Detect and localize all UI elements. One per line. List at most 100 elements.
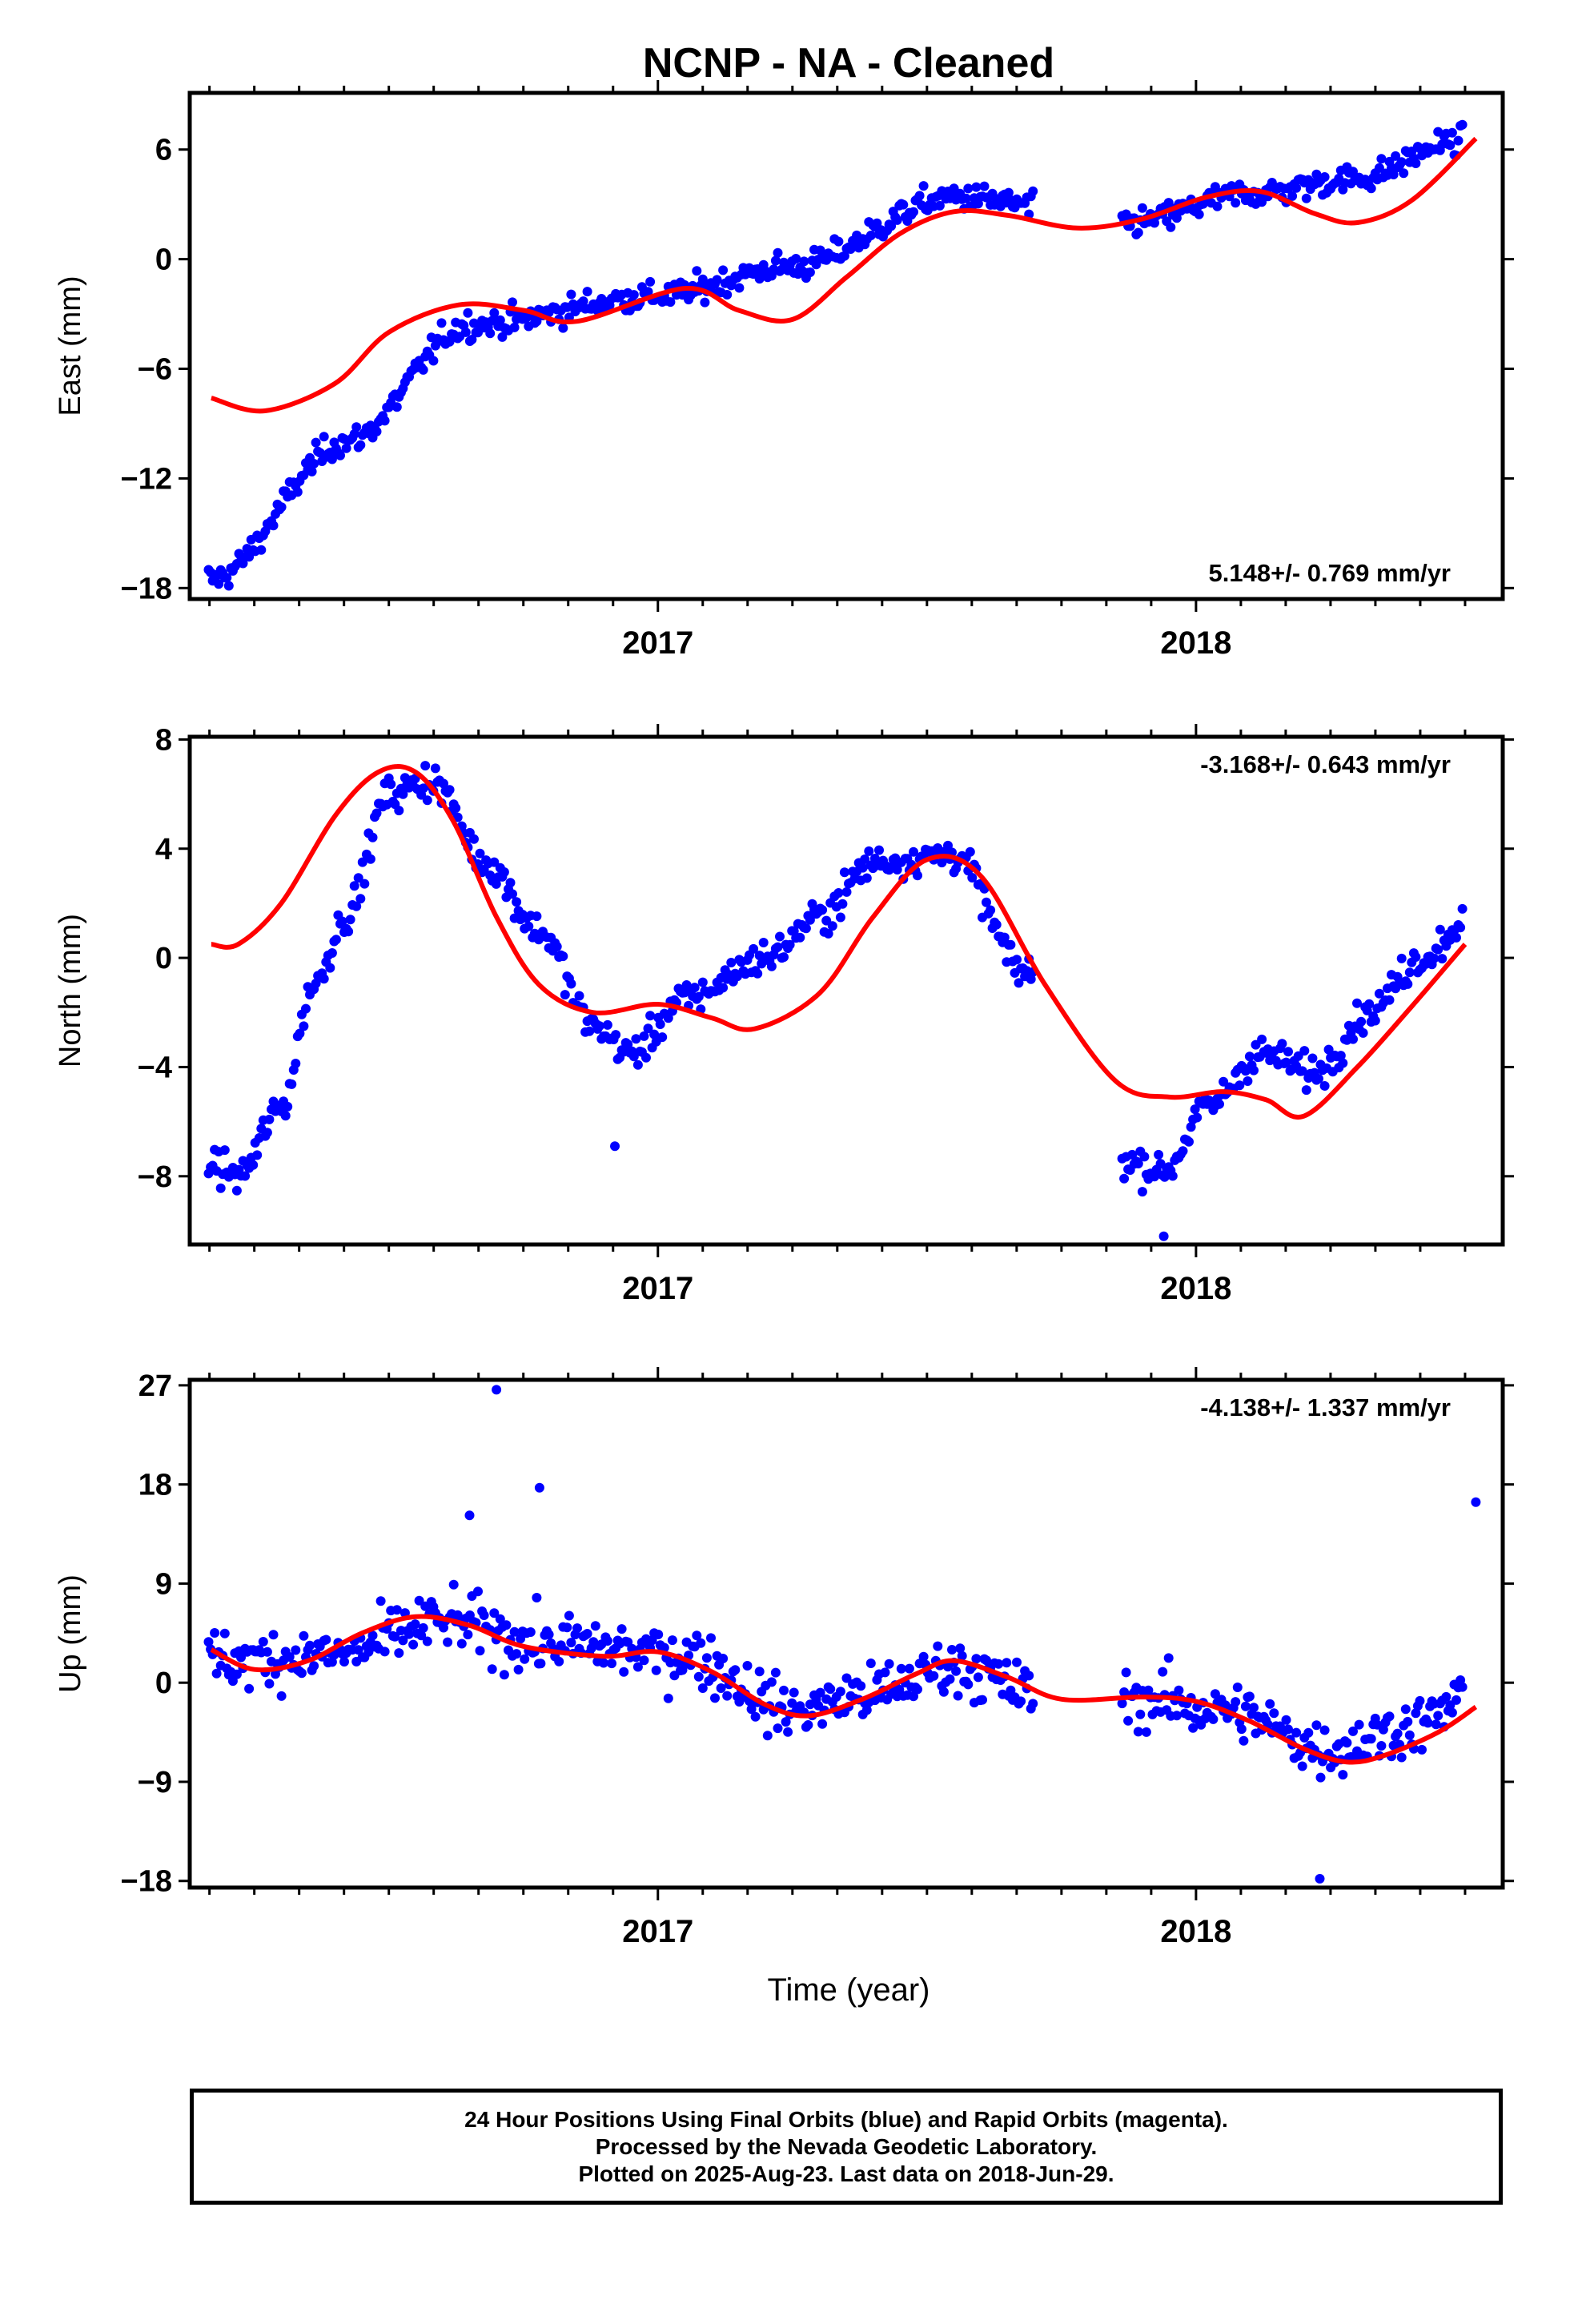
data-point: [544, 1630, 554, 1639]
data-point: [311, 437, 321, 448]
data-point: [837, 899, 848, 909]
data-point: [1236, 1724, 1247, 1735]
data-point: [345, 915, 355, 925]
data-point: [1166, 222, 1176, 232]
data-point: [499, 1670, 509, 1680]
data-point: [1441, 1691, 1452, 1702]
data-point: [1244, 1691, 1255, 1702]
data-point: [1348, 1726, 1358, 1736]
data-point: [371, 808, 382, 818]
caption-line: 24 Hour Positions Using Final Orbits (bl…: [464, 2106, 1228, 2132]
data-point: [276, 502, 287, 513]
data-point: [1208, 1714, 1219, 1724]
data-point: [795, 932, 805, 943]
data-point: [469, 834, 479, 844]
data-point: [718, 265, 729, 275]
data-point: [803, 1720, 813, 1730]
data-point: [1171, 213, 1182, 223]
data-point: [742, 1661, 753, 1671]
data-point: [475, 848, 485, 858]
data-point: [1012, 955, 1022, 965]
data-point: [722, 290, 733, 300]
data-point: [697, 977, 708, 987]
data-point: [501, 1620, 512, 1630]
data-point: [856, 1681, 866, 1691]
data-point: [1376, 1741, 1387, 1751]
data-point: [789, 1687, 799, 1698]
data-point: [994, 1659, 1004, 1669]
data-point: [781, 1717, 791, 1727]
data-point: [1265, 1699, 1275, 1709]
data-point: [292, 487, 303, 497]
data-point: [607, 1659, 616, 1669]
data-point: [1133, 227, 1143, 238]
data-point: [1352, 998, 1362, 1008]
data-point: [805, 915, 815, 925]
data-point: [430, 763, 440, 774]
data-point: [1240, 1701, 1251, 1711]
data-point: [1277, 1039, 1287, 1049]
data-point: [353, 1645, 363, 1655]
data-point: [398, 1635, 408, 1646]
data-point: [1431, 1719, 1441, 1730]
data-point: [999, 932, 1010, 943]
data-point: [909, 1691, 918, 1702]
data-point: [909, 207, 918, 217]
data-point: [934, 200, 945, 211]
data-point: [552, 942, 562, 951]
data-point: [1194, 209, 1204, 219]
data-point: [839, 867, 849, 878]
x-tick-label: 2017: [622, 625, 693, 661]
data-point: [1249, 1065, 1259, 1076]
data-point: [222, 573, 232, 583]
data-point: [532, 1593, 542, 1602]
data-point: [299, 1630, 309, 1641]
data-point: [754, 1667, 765, 1677]
data-point: [957, 1651, 967, 1661]
data-point: [770, 1667, 781, 1678]
data-point: [473, 1586, 483, 1597]
y-tick-label: −8: [138, 1160, 172, 1194]
data-point: [1404, 1730, 1415, 1740]
data-point: [1396, 157, 1407, 167]
data-point: [1457, 119, 1468, 130]
north-rate-label: -3.168+/- 0.643 mm/yr: [1200, 750, 1451, 778]
data-point: [653, 1630, 664, 1639]
data-point: [1186, 1122, 1196, 1132]
data-point: [499, 867, 509, 877]
data-point: [726, 958, 737, 967]
data-point: [1457, 1682, 1468, 1692]
data-point: [750, 1711, 761, 1722]
data-point: [460, 327, 471, 337]
data-point: [749, 943, 759, 954]
data-point-outlier: [492, 1385, 502, 1395]
data-point: [339, 1657, 349, 1667]
data-point: [353, 873, 363, 883]
data-point: [1283, 1724, 1293, 1735]
up-axis-ticks: −18 −9 0 9 18 27 2017 2018: [121, 1367, 1514, 1949]
data-point: [886, 221, 897, 231]
data-point: [602, 1636, 612, 1646]
data-point: [1314, 1074, 1323, 1084]
data-point: [566, 979, 576, 989]
data-point: [351, 422, 362, 432]
y-tick-label: 0: [155, 942, 172, 975]
data-point: [1171, 1711, 1182, 1721]
y-tick-label: 8: [155, 723, 172, 757]
data-point: [1299, 1046, 1310, 1056]
data-point: [264, 1114, 275, 1124]
data-point-outlier: [1315, 1874, 1325, 1884]
data-point: [327, 948, 337, 958]
data-point: [1311, 1720, 1322, 1731]
data-point: [525, 1627, 536, 1637]
data-point: [331, 935, 341, 945]
data-point: [783, 1727, 793, 1737]
data-point: [1231, 198, 1241, 208]
data-point: [1366, 1734, 1376, 1744]
data-point: [1287, 191, 1298, 201]
data-point: [775, 931, 785, 942]
panel-east: −18 −12 −6 0 6 2017 2018 East (mm) 5.148+/- 0.…: [54, 80, 1514, 661]
y-tick-label: 0: [155, 243, 172, 277]
data-point: [861, 1705, 872, 1715]
